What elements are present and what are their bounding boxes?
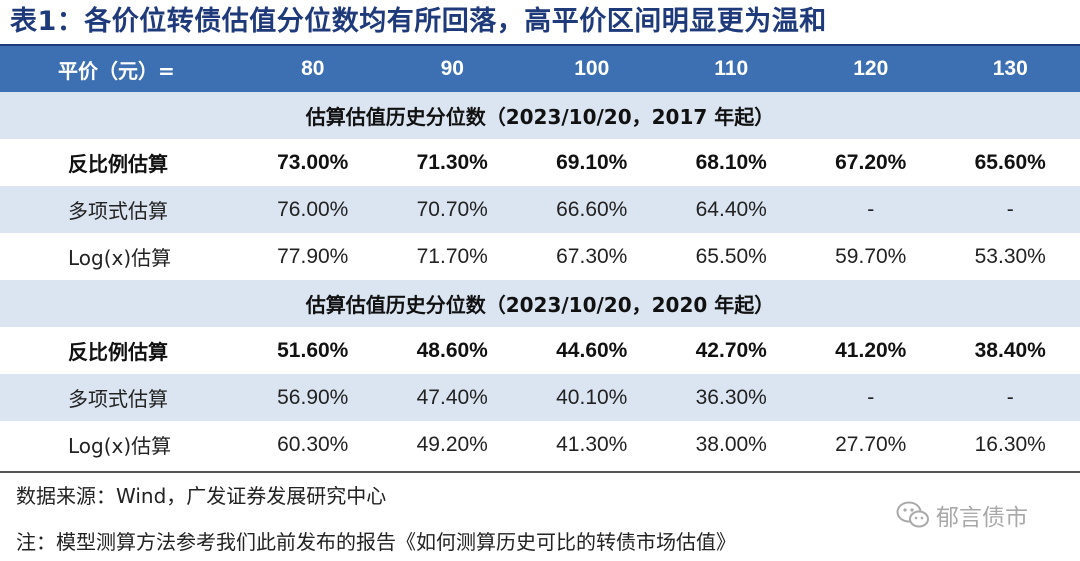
cell-value: 73.00% [243,139,383,186]
section-heading-row: 估算估值历史分位数（2023/10/20，2020 年起） [0,280,1080,327]
cell-value: 76.00% [243,186,383,233]
cell-value: 71.70% [382,233,522,280]
row-label: Log(x)估算 [0,233,243,280]
title-divider [0,44,1080,46]
methodology-note: 注：模型测算方法参考我们此前发布的报告《如何测算历史可比的转债市场估值》 [16,530,736,554]
row-label: Log(x)估算 [0,421,243,468]
table-row: 多项式估算 56.90% 47.40% 40.10% 36.30% - - [0,374,1080,421]
watermark-text: 郁言债市 [936,505,1028,531]
data-source-note: 数据来源：Wind，广发证券发展研究中心 [16,484,387,508]
header-label: 平价（元）= [0,46,243,92]
cell-value: 42.70% [661,327,801,374]
cell-value: 41.30% [522,421,662,468]
cell-value: 67.20% [801,139,941,186]
table-row: 多项式估算 76.00% 70.70% 66.60% 64.40% - - [0,186,1080,233]
wechat-icon [896,501,929,528]
cell-value: - [801,374,941,421]
cell-value: 66.60% [522,186,662,233]
cell-value: 36.30% [661,374,801,421]
cell-value: 40.10% [522,374,662,421]
header-col-90: 90 [382,46,522,92]
cell-value: 59.70% [801,233,941,280]
cell-value: 47.40% [382,374,522,421]
header-row: 平价（元）= 80 90 100 110 120 130 [0,46,1080,92]
cell-value: 60.30% [243,421,383,468]
watermark: 郁言债市 [896,498,1028,532]
section-heading-2017: 估算估值历史分位数（2023/10/20，2017 年起） [0,92,1080,139]
cell-value: 38.00% [661,421,801,468]
header-col-110: 110 [661,46,801,92]
cell-value: 71.30% [382,139,522,186]
cell-value: 64.40% [661,186,801,233]
cell-value: 48.60% [382,327,522,374]
cell-value: 49.20% [382,421,522,468]
header-col-120: 120 [801,46,941,92]
header-col-80: 80 [243,46,383,92]
row-label: 多项式估算 [0,374,243,421]
cell-value: 65.50% [661,233,801,280]
cell-value: 70.70% [382,186,522,233]
cell-value: 56.90% [243,374,383,421]
cell-value: - [801,186,941,233]
cell-value: 41.20% [801,327,941,374]
header-col-100: 100 [522,46,662,92]
cell-value: 53.30% [940,233,1080,280]
row-label: 反比例估算 [0,139,243,186]
table-row: Log(x)估算 60.30% 49.20% 41.30% 38.00% 27.… [0,421,1080,468]
row-label: 多项式估算 [0,186,243,233]
table-title: 表1：各价位转债估值分位数均有所回落，高平价区间明显更为温和 [10,6,827,37]
cell-value: - [940,186,1080,233]
header-col-130: 130 [940,46,1080,92]
cell-value: - [940,374,1080,421]
row-label: 反比例估算 [0,327,243,374]
cell-value: 16.30% [940,421,1080,468]
table-row: 反比例估算 73.00% 71.30% 69.10% 68.10% 67.20%… [0,139,1080,186]
cell-value: 67.30% [522,233,662,280]
table-row: Log(x)估算 77.90% 71.70% 67.30% 65.50% 59.… [0,233,1080,280]
valuation-percentile-table: 平价（元）= 80 90 100 110 120 130 估算估值历史分位数（2… [0,46,1080,468]
cell-value: 69.10% [522,139,662,186]
cell-value: 51.60% [243,327,383,374]
cell-value: 27.70% [801,421,941,468]
section-heading-2020: 估算估值历史分位数（2023/10/20，2020 年起） [0,280,1080,327]
table-bottom-rule [0,471,1080,473]
cell-value: 77.90% [243,233,383,280]
cell-value: 38.40% [940,327,1080,374]
cell-value: 65.60% [940,139,1080,186]
cell-value: 44.60% [522,327,662,374]
cell-value: 68.10% [661,139,801,186]
table-row: 反比例估算 51.60% 48.60% 44.60% 42.70% 41.20%… [0,327,1080,374]
section-heading-row: 估算估值历史分位数（2023/10/20，2017 年起） [0,92,1080,139]
